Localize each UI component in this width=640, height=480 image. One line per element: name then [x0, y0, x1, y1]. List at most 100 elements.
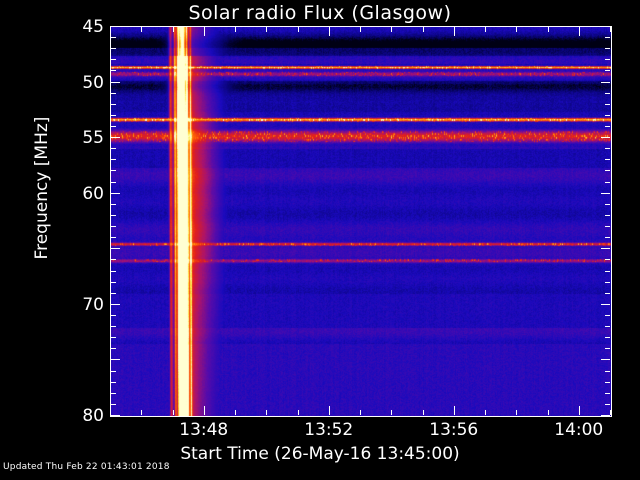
y-minor-tick [111, 59, 116, 60]
x-major-tick [579, 406, 580, 415]
y-major-tick [111, 26, 120, 27]
y-minor-tick [605, 393, 610, 394]
y-minor-tick [605, 48, 610, 49]
y-major-tick [111, 359, 120, 360]
y-minor-tick [605, 115, 610, 116]
y-major-tick [601, 248, 610, 249]
x-minor-tick [266, 410, 267, 415]
x-minor-tick [173, 27, 174, 32]
y-minor-tick [605, 315, 610, 316]
y-minor-tick [605, 237, 610, 238]
y-minor-tick [605, 293, 610, 294]
updated-timestamp: Updated Thu Feb 22 01:43:01 2018 [3, 462, 170, 472]
y-minor-tick [111, 182, 116, 183]
y-minor-tick [111, 326, 116, 327]
y-major-tick [601, 415, 610, 416]
y-minor-tick [605, 126, 610, 127]
x-minor-tick [548, 27, 549, 32]
x-major-tick [204, 27, 205, 36]
y-minor-tick [605, 93, 610, 94]
y-minor-tick [605, 326, 610, 327]
x-axis-tick-label: 13:52 [304, 420, 354, 440]
y-major-tick [601, 26, 610, 27]
y-minor-tick [111, 115, 116, 116]
y-minor-tick [605, 259, 610, 260]
x-minor-tick [548, 410, 549, 415]
x-axis-title: Start Time (26-May-16 13:45:00) [180, 444, 460, 464]
y-minor-tick [111, 404, 116, 405]
y-major-tick [111, 137, 120, 138]
x-minor-tick [610, 410, 611, 415]
y-minor-tick [111, 226, 116, 227]
y-minor-tick [111, 293, 116, 294]
y-minor-tick [111, 271, 116, 272]
y-minor-tick [605, 404, 610, 405]
y-minor-tick [605, 371, 610, 372]
spectrogram-plot-area[interactable] [110, 26, 612, 417]
y-minor-tick [605, 226, 610, 227]
y-minor-tick [111, 215, 116, 216]
x-minor-tick [173, 410, 174, 415]
x-major-tick [329, 406, 330, 415]
y-major-tick [111, 193, 120, 194]
y-minor-tick [111, 204, 116, 205]
x-minor-tick [423, 27, 424, 32]
y-minor-tick [111, 393, 116, 394]
y-major-tick [601, 304, 610, 305]
y-minor-tick [111, 126, 116, 127]
y-minor-tick [605, 271, 610, 272]
x-major-tick [579, 27, 580, 36]
x-minor-tick [485, 27, 486, 32]
x-major-tick [454, 406, 455, 415]
y-minor-tick [111, 93, 116, 94]
y-minor-tick [605, 104, 610, 105]
y-minor-tick [111, 337, 116, 338]
y-minor-tick [605, 348, 610, 349]
x-axis-tick-label: 13:48 [179, 420, 229, 440]
y-minor-tick [605, 148, 610, 149]
y-minor-tick [605, 382, 610, 383]
y-minor-tick [111, 371, 116, 372]
y-axis-tick-label: 50 [82, 72, 104, 93]
y-minor-tick [605, 215, 610, 216]
y-minor-tick [111, 37, 116, 38]
y-major-tick [111, 415, 120, 416]
y-axis-tick-label: 60 [82, 183, 104, 204]
y-minor-tick [111, 148, 116, 149]
y-minor-tick [111, 259, 116, 260]
x-minor-tick [423, 410, 424, 415]
x-minor-tick [141, 27, 142, 32]
x-minor-tick [516, 410, 517, 415]
y-axis-title: Frequency [MHz] [32, 116, 52, 260]
x-minor-tick [235, 410, 236, 415]
x-minor-tick [360, 410, 361, 415]
y-minor-tick [605, 70, 610, 71]
y-minor-tick [605, 204, 610, 205]
x-minor-tick [391, 27, 392, 32]
y-major-tick [601, 193, 610, 194]
x-minor-tick [110, 27, 111, 32]
x-minor-tick [266, 27, 267, 32]
x-major-tick [329, 27, 330, 36]
y-minor-tick [605, 182, 610, 183]
y-major-tick [601, 359, 610, 360]
y-major-tick [601, 82, 610, 83]
y-minor-tick [111, 282, 116, 283]
x-major-tick [454, 27, 455, 36]
y-minor-tick [605, 170, 610, 171]
x-minor-tick [516, 27, 517, 32]
y-minor-tick [111, 170, 116, 171]
x-minor-tick [298, 410, 299, 415]
page-title: Solar radio Flux (Glasgow) [188, 2, 452, 24]
x-minor-tick [391, 410, 392, 415]
x-minor-tick [110, 410, 111, 415]
y-minor-tick [111, 382, 116, 383]
x-minor-tick [298, 27, 299, 32]
y-axis-tick-label: 80 [82, 406, 104, 426]
y-minor-tick [111, 48, 116, 49]
y-minor-tick [605, 159, 610, 160]
y-minor-tick [605, 37, 610, 38]
x-minor-tick [141, 410, 142, 415]
y-axis-tick-label: 45 [82, 17, 104, 37]
x-minor-tick [610, 27, 611, 32]
